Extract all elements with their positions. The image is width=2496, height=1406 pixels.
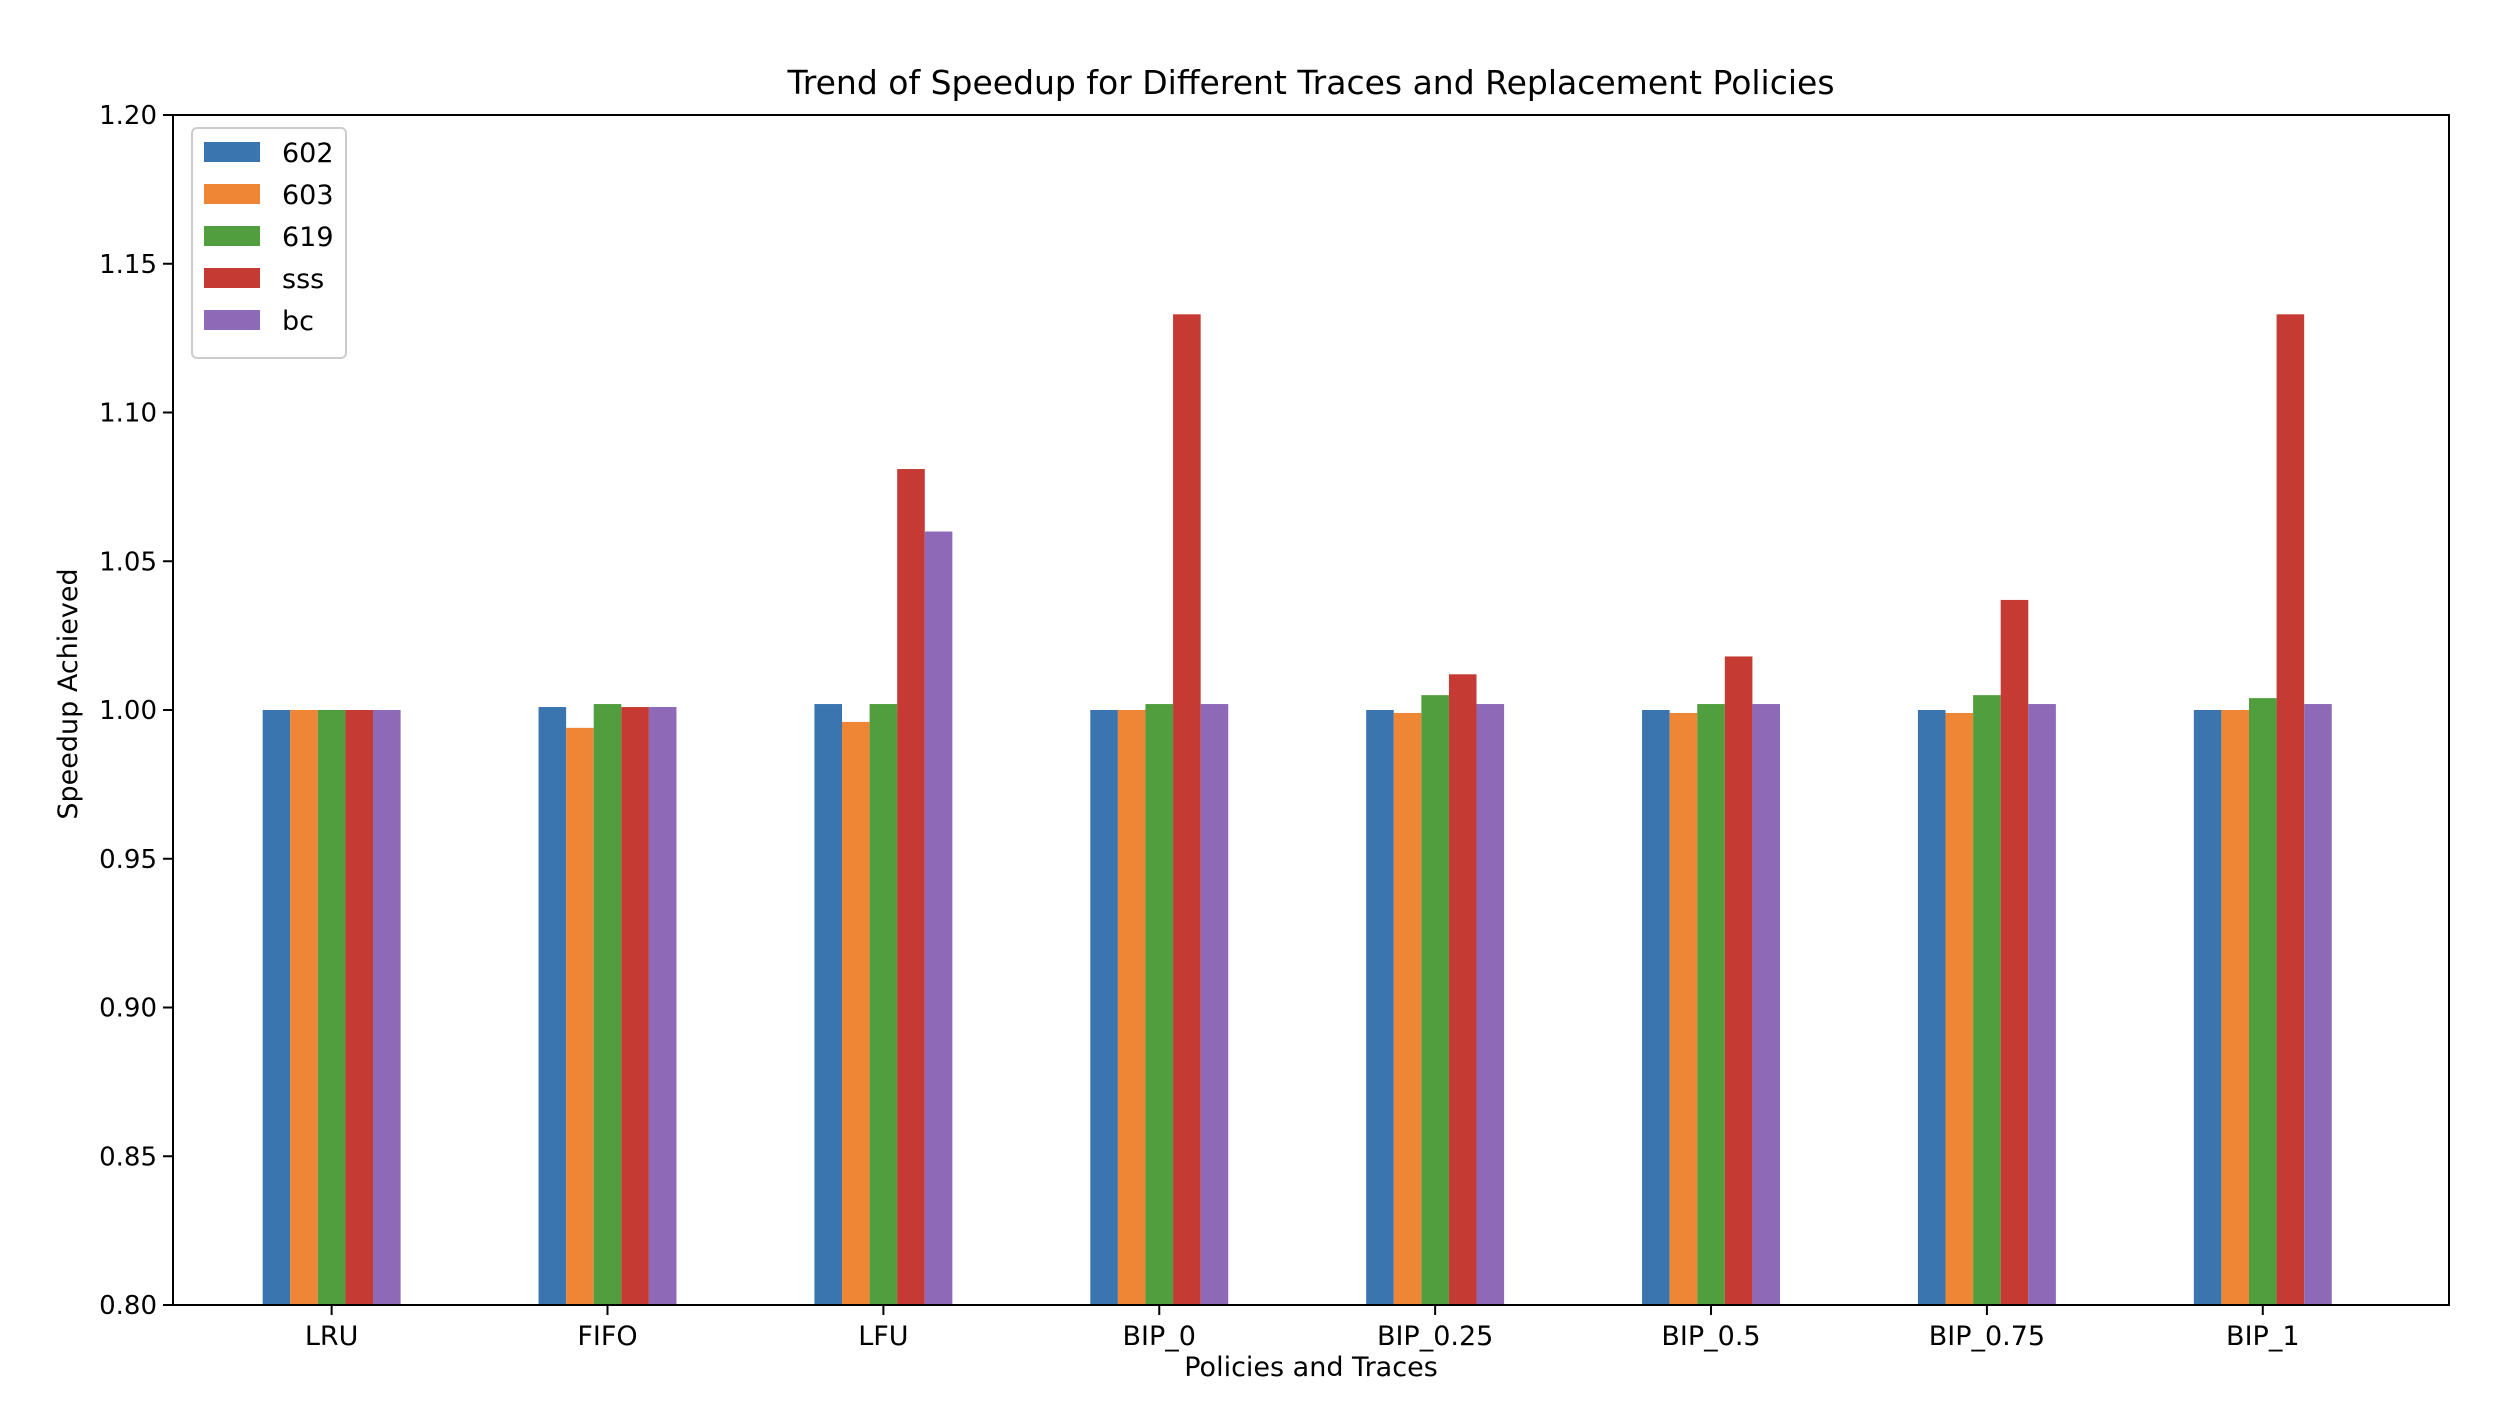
x-axis-label: Policies and Traces [1184, 1352, 1438, 1383]
bar-619-BIP_1 [2248, 698, 2277, 1305]
bar-619-LRU [317, 710, 346, 1305]
y-tick-label: 0.80 [99, 1291, 157, 1321]
bar-602-BIP_0.25 [1366, 710, 1394, 1305]
x-tick-label: BIP_1 [2226, 1321, 2299, 1352]
bar-bc-LRU [373, 710, 401, 1305]
y-tick-label: 1.05 [99, 547, 157, 577]
bar-bc-BIP_0 [1200, 704, 1229, 1305]
bar-619-BIP_0 [1145, 704, 1174, 1305]
bar-602-LRU [262, 710, 291, 1305]
y-tick-label: 1.00 [99, 696, 157, 726]
bar-sss-LFU [897, 469, 925, 1305]
y-tick-label: 1.20 [99, 101, 157, 131]
bar-619-FIFO [593, 704, 622, 1305]
x-tick-label: BIP_0 [1123, 1321, 1196, 1352]
x-tick-label: FIFO [577, 1321, 637, 1352]
y-axis-label: Speedup Achieved [53, 568, 84, 819]
bar-sss-BIP_0.75 [2000, 599, 2029, 1305]
bar-sss-BIP_1 [2276, 314, 2305, 1305]
y-tick-label: 0.90 [99, 994, 157, 1024]
x-tick-label: BIP_0.5 [1661, 1321, 1760, 1352]
bar-bc-BIP_0.25 [1476, 704, 1505, 1305]
bar-sss-LRU [345, 710, 374, 1305]
x-tick-label: LFU [858, 1321, 908, 1352]
x-tick-label: BIP_0.75 [1929, 1321, 2045, 1352]
x-axis-ticks: LRU FIFO LFU BIP_0 BIP_0.25 BIP_0.5 BIP_0.75 BI… [305, 1305, 2300, 1352]
bar-602-LFU [814, 704, 843, 1305]
y-tick-label: 1.15 [99, 250, 157, 280]
bar-602-BIP_0 [1090, 710, 1118, 1305]
x-tick-label: LRU [305, 1321, 359, 1352]
bar-bc-BIP_1 [2304, 704, 2332, 1305]
bar-603-BIP_0.5 [1669, 712, 1698, 1305]
chart-title: Trend of Speedup for Different Traces an… [786, 63, 1834, 102]
legend: 602 603 619 sss bc [191, 127, 347, 359]
legend-swatch-sss [204, 268, 260, 288]
legend-swatch-602 [204, 142, 260, 162]
legend-swatch-619 [204, 226, 260, 246]
plot-area-frame [172, 114, 2450, 1306]
bar-603-BIP_0 [1117, 710, 1146, 1305]
bar-603-BIP_0.25 [1393, 712, 1422, 1305]
legend-label-619: 619 [282, 222, 334, 253]
bar-602-BIP_0.75 [1917, 710, 1946, 1305]
bar-bc-BIP_0.5 [1752, 704, 1780, 1305]
legend-swatch-603 [204, 184, 260, 204]
bar-603-LRU [290, 710, 318, 1305]
legend-swatch-bc [204, 310, 260, 330]
bar-619-BIP_0.75 [1973, 695, 2001, 1305]
bar-619-BIP_0.5 [1697, 704, 1725, 1305]
bar-bc-LFU [924, 531, 953, 1305]
bar-series-group [262, 314, 2332, 1305]
legend-label-sss: sss [282, 264, 324, 295]
legend-label-603: 603 [282, 180, 334, 211]
bar-619-LFU [869, 704, 898, 1305]
bar-bc-BIP_0.75 [2028, 704, 2056, 1305]
y-axis-ticks: 0.80 0.85 0.90 0.95 1.00 1.05 1.10 1.15 1.20 [99, 101, 173, 1321]
y-tick-label: 0.95 [99, 845, 157, 875]
bar-603-FIFO [566, 727, 594, 1305]
bar-sss-BIP_0.5 [1724, 656, 1753, 1305]
bar-603-LFU [842, 721, 870, 1305]
bar-603-BIP_1 [2221, 710, 2249, 1305]
bar-sss-BIP_0.25 [1448, 674, 1477, 1305]
x-tick-label: BIP_0.25 [1377, 1321, 1493, 1352]
bar-sss-BIP_0 [1173, 314, 1201, 1305]
bar-sss-FIFO [621, 707, 649, 1305]
bar-603-BIP_0.75 [1945, 712, 1974, 1305]
bar-619-BIP_0.25 [1421, 695, 1449, 1305]
legend-label-602: 602 [282, 138, 334, 169]
bar-602-BIP_0.5 [1642, 710, 1670, 1305]
y-tick-label: 1.10 [99, 399, 157, 429]
y-tick-label: 0.85 [99, 1142, 157, 1172]
bar-602-BIP_1 [2193, 710, 2222, 1305]
legend-label-bc: bc [282, 306, 314, 337]
bar-602-FIFO [538, 707, 567, 1305]
bar-bc-FIFO [648, 707, 677, 1305]
